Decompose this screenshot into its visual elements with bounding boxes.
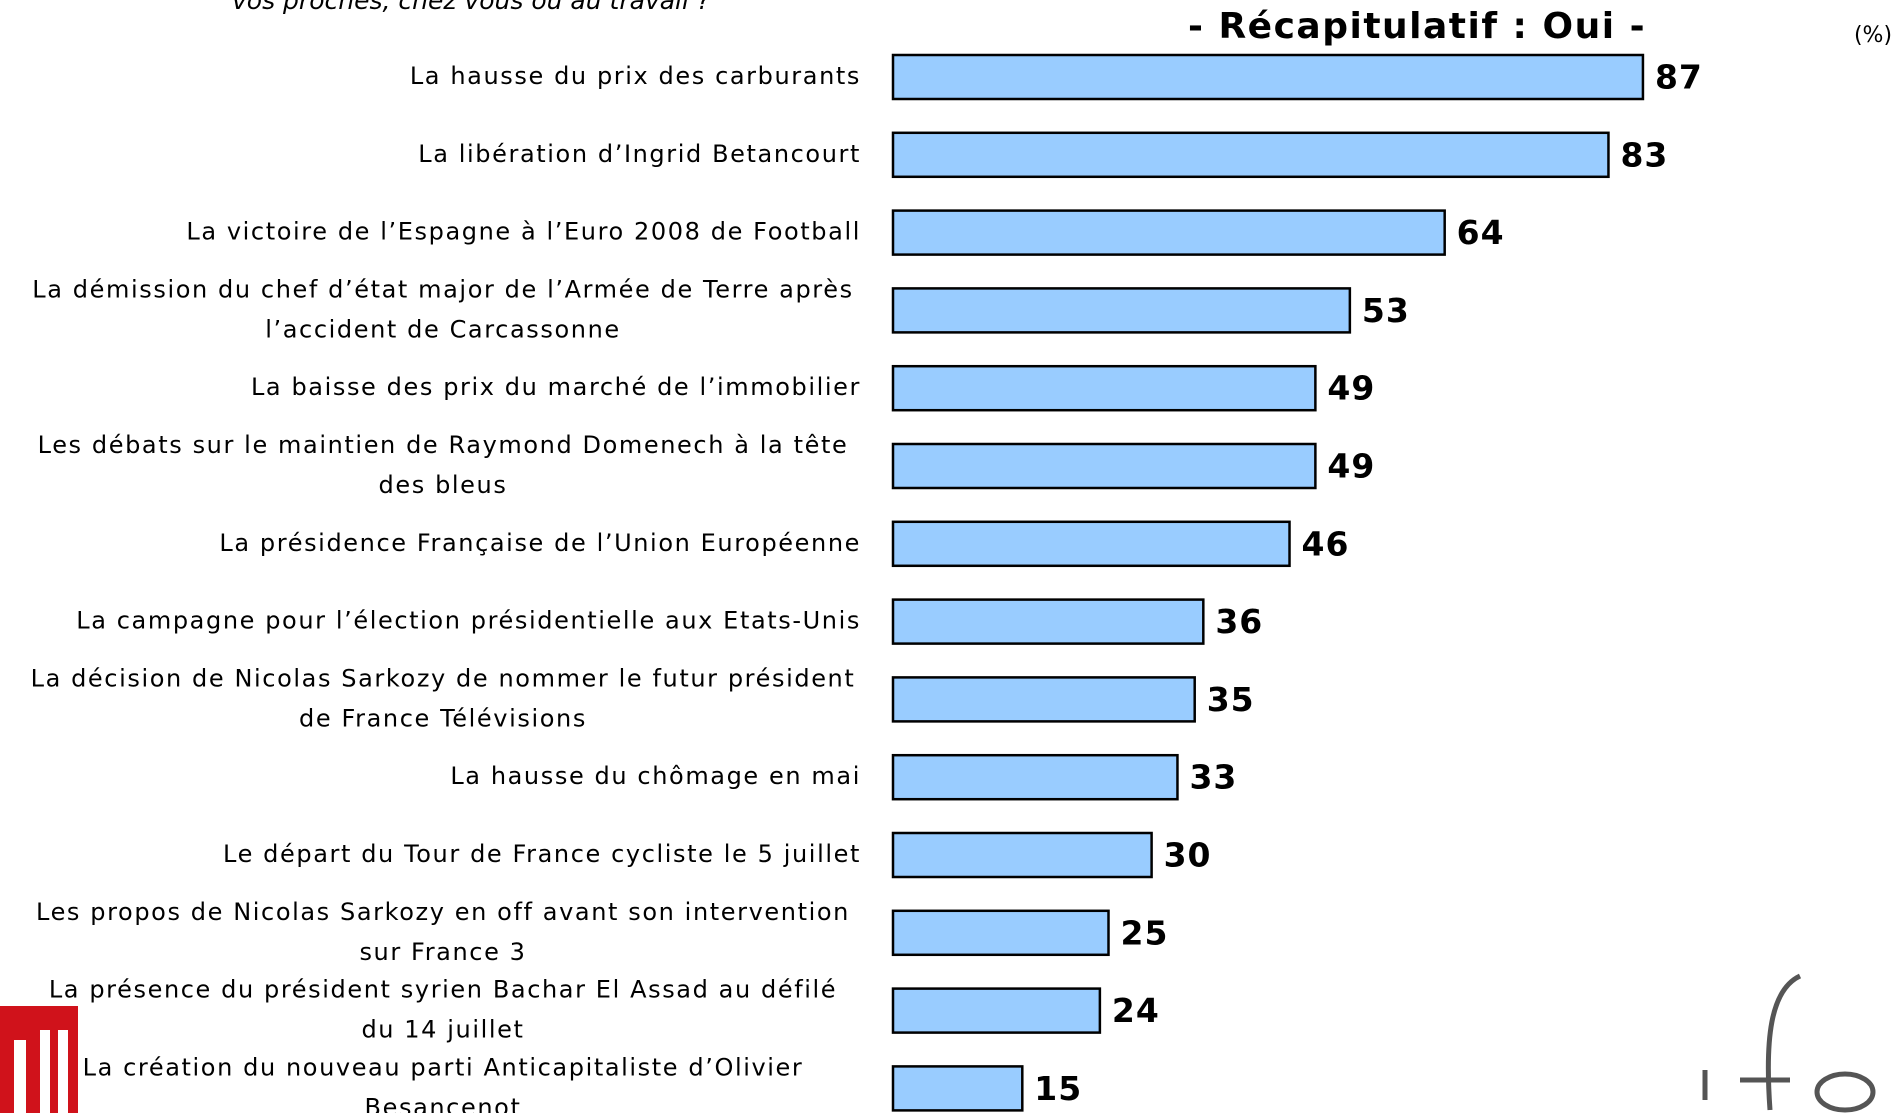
value-label: 49 [1327,447,1375,486]
value-label: 15 [1034,1069,1082,1108]
value-label: 25 [1121,913,1169,952]
value-label: 46 [1302,524,1350,563]
category-label: La présidence Française de l’Union Europ… [219,529,861,557]
bar [891,209,1446,256]
value-label: 53 [1362,291,1410,330]
category-label: de France Télévisions [299,704,587,732]
category-label: Les propos de Nicolas Sarkozy en off ava… [36,898,850,926]
value-label: 30 [1164,836,1212,875]
category-label: La libération d’Ingrid Betancourt [418,140,861,168]
category-label: Besancenot [365,1093,522,1113]
bar [891,131,1610,179]
value-label: 83 [1620,135,1668,174]
bar [891,1065,1024,1112]
category-label: La hausse du prix des carburants [410,62,861,90]
logo-stroke [58,1030,68,1113]
unit-label: (%) [1854,23,1892,48]
bar [891,987,1102,1034]
value-label: 64 [1457,213,1505,252]
logo-left [0,1006,78,1113]
bar [891,53,1645,101]
category-label: l’accident de Carcassonne [265,315,621,343]
category-label: La démission du chef d’état major de l’A… [32,275,853,303]
category-label: des bleus [379,471,508,499]
chart-subtitle: vos proches, chez vous ou au travail ? [232,0,710,15]
bar [891,520,1291,568]
logo-stroke [14,1040,26,1113]
bar [891,287,1352,334]
category-label: La hausse du chômage en mai [450,762,861,790]
bar [891,909,1110,957]
bar [891,676,1196,723]
value-label: 49 [1327,369,1375,408]
bar [891,598,1205,645]
value-label: 33 [1189,758,1237,797]
value-label: 35 [1207,680,1255,719]
value-label: 36 [1215,602,1263,641]
category-label: La création du nouveau parti Anticapital… [83,1053,804,1081]
category-label: Le départ du Tour de France cycliste le … [223,840,861,868]
category-label: Les débats sur le maintien de Raymond Do… [38,431,849,459]
bar [891,753,1179,801]
category-label: du 14 juillet [361,1016,524,1044]
bar [891,364,1317,412]
bar [891,442,1317,490]
bar [891,831,1153,879]
value-label: 24 [1112,991,1160,1030]
logo-stroke [40,1030,50,1113]
value-label: 87 [1655,58,1703,97]
category-label: La victoire de l’Espagne à l’Euro 2008 d… [186,218,861,246]
logo-curve [1765,973,1802,1111]
category-label: La présence du président syrien Bachar E… [49,976,837,1004]
logo-right [1702,973,1876,1113]
category-label: La campagne pour l’élection présidentiel… [76,607,861,635]
logo-ring [1814,1071,1876,1113]
chart-title: - Récapitulatif : Oui - [1188,6,1646,47]
category-label: sur France 3 [359,938,526,966]
category-label: La décision de Nicolas Sarkozy de nommer… [31,664,856,692]
category-label: La baisse des prix du marché de l’immobi… [251,373,861,401]
